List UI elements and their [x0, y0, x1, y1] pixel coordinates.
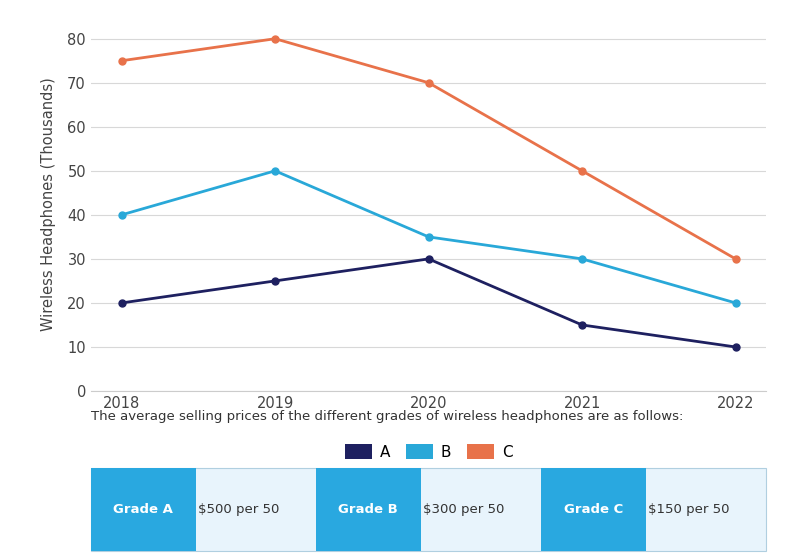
FancyBboxPatch shape [541, 468, 646, 551]
Text: Grade B: Grade B [338, 503, 398, 516]
FancyBboxPatch shape [91, 468, 766, 551]
Text: The average selling prices of the different grades of wireless headphones are as: The average selling prices of the differ… [91, 411, 683, 423]
FancyBboxPatch shape [91, 468, 196, 551]
FancyBboxPatch shape [316, 468, 421, 551]
Legend: A, B, C: A, B, C [339, 437, 518, 466]
Text: $500 per 50: $500 per 50 [198, 503, 279, 516]
Text: Grade C: Grade C [564, 503, 623, 516]
Text: Grade A: Grade A [113, 503, 173, 516]
Text: $150 per 50: $150 per 50 [648, 503, 729, 516]
Y-axis label: Wireless Headphones (Thousands): Wireless Headphones (Thousands) [41, 77, 56, 331]
Text: $300 per 50: $300 per 50 [423, 503, 504, 516]
